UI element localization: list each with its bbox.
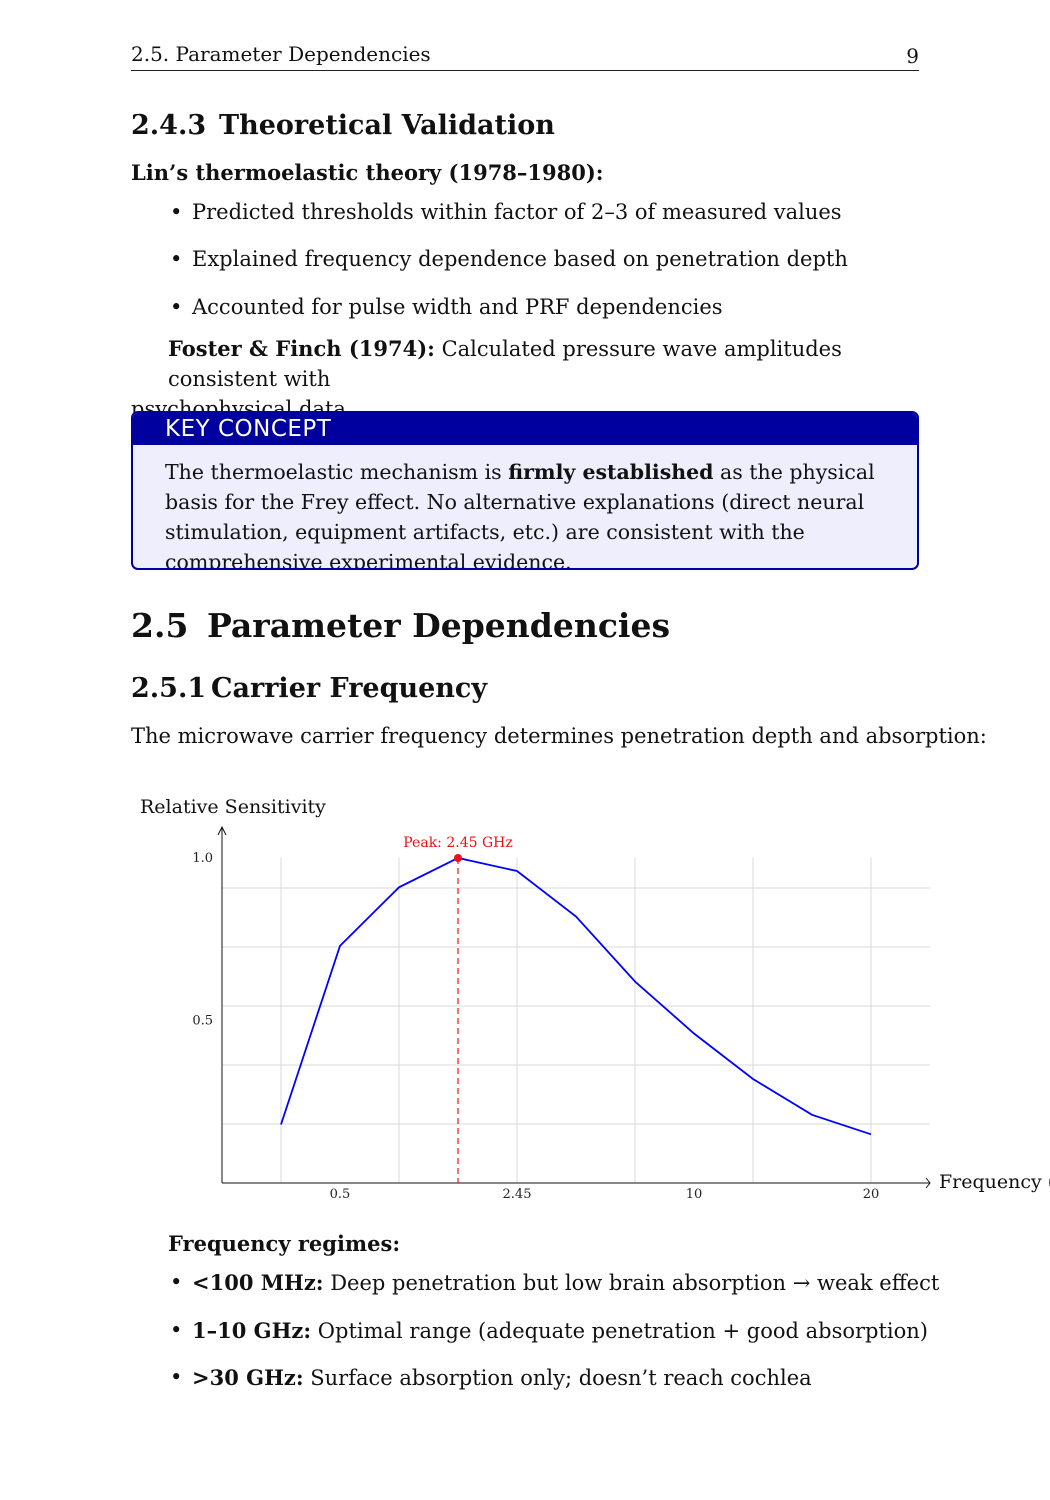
key-concept-title: KEY CONCEPT [133,413,917,445]
key-concept-body: The thermoelastic mechanism is firmly es… [165,457,895,570]
sensitivity-curve [280,857,872,1136]
bullet-icon: • [170,295,183,319]
section-heading-2-4-3: 2.4.3 Theoretical Validation [131,110,555,141]
key-concept-text-rest: as the physical basis for the Frey effec… [165,460,875,570]
regime-text: Deep penetration but low brain absorptio… [323,1271,940,1295]
list-item: • <100 MHz: Deep penetration but low brai… [170,1270,940,1295]
x-tick-label: 20 [863,1187,880,1202]
x-tick-label: 10 [686,1187,703,1202]
section-title: Carrier Frequency [211,673,488,704]
section-number: 2.5.1 [131,673,207,704]
section-title: Theoretical Validation [219,110,555,141]
chart-grid [222,858,930,1183]
list-item-text: Predicted thresholds within factor of 2–… [192,200,842,224]
key-concept-emphasis: firmly established [508,460,714,484]
list-item: • Predicted thresholds within factor of 2… [170,200,842,224]
y-tick-label: 1.0 [192,851,213,866]
bullet-icon: • [170,247,183,271]
list-item-text: Accounted for pulse width and PRF depend… [192,295,723,319]
regime-label: 1–10 GHz: [192,1318,312,1343]
carrier-frequency-intro: The microwave carrier frequency determin… [131,724,987,748]
regime-text: Surface absorption only; doesn’t reach c… [303,1366,812,1390]
y-axis-arrow-icon [217,825,227,836]
x-axis-arrow-icon [925,1177,931,1189]
foster-finch-text: Calculated pressure wave amplitudes cons… [168,337,842,391]
foster-finch-label: Foster & Finch (1974): [168,336,435,361]
section-title: Parameter Dependencies [207,606,671,645]
section-number: 2.4.3 [131,110,207,141]
bullet-icon: • [170,1270,183,1294]
x-tick-labels: 0.5 2.45 10 20 [330,1187,880,1202]
bullet-icon: • [170,200,183,224]
section-number: 2.5 [131,606,189,645]
x-axis-label: Frequency (G [939,1171,1050,1193]
chart-axes [217,825,931,1189]
list-item: • 1–10 GHz: Optimal range (adequate penet… [170,1318,928,1343]
series-line [280,857,872,1136]
list-item-text: Explained frequency dependence based on … [192,247,848,271]
y-tick-label: 0.5 [192,1014,213,1029]
regime-label: >30 GHz: [192,1365,304,1390]
x-tick-label: 2.45 [503,1187,532,1202]
bullet-icon: • [170,1318,183,1342]
page-number: 9 [906,44,919,68]
list-item: • Explained frequency dependence based on… [170,247,848,271]
regime-label: <100 MHz: [192,1270,324,1295]
section-heading-2-5-1: 2.5.1 Carrier Frequency [131,673,487,704]
list-item: • Accounted for pulse width and PRF depen… [170,295,723,319]
peak-label: Peak: 2.45 GHz [403,835,512,851]
y-tick-labels: 1.0 0.5 [192,851,213,1029]
section-heading-2-5: 2.5 Parameter Dependencies [131,606,670,645]
list-item: • >30 GHz: Surface absorption only; doesn… [170,1365,812,1390]
bullet-icon: • [170,1365,183,1389]
peak-dot [454,854,462,862]
key-concept-text: The thermoelastic mechanism is [165,460,509,484]
lin-theory-heading: Lin’s thermoelastic theory (1978–1980): [131,160,604,185]
x-tick-label: 0.5 [330,1187,351,1202]
frequency-regimes-heading: Frequency regimes: [168,1231,401,1256]
running-header: 2.5. Parameter Dependencies 9 [131,40,919,71]
y-axis-label: Relative Sensitivity [140,796,326,818]
header-section: 2.5. Parameter Dependencies [131,42,431,66]
key-concept-box: KEY CONCEPT The thermoelastic mechanism … [131,411,919,570]
sensitivity-chart: Relative Sensitivity Frequency (G 1.0 0.5… [140,796,1050,1202]
regime-text: Optimal range (adequate penetration + go… [311,1319,928,1343]
peak-point: Peak: 2.45 GHz [403,835,513,862]
